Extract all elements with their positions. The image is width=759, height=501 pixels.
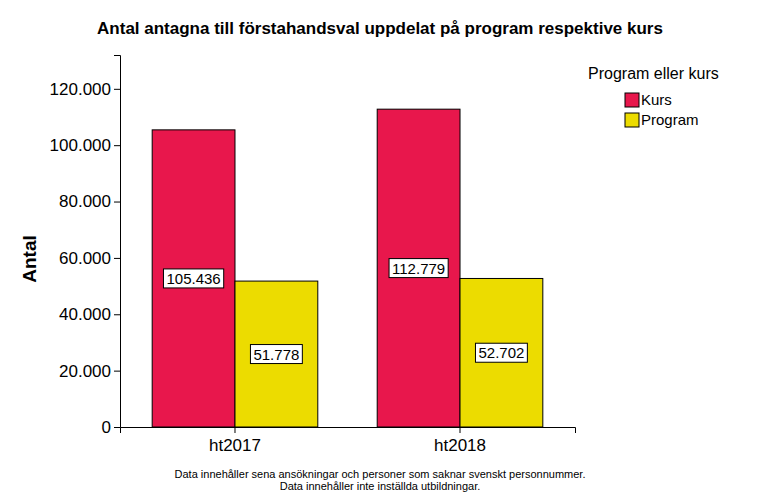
bar [377,109,460,427]
chart: Antal antagna till förstahandsval uppdel… [0,0,759,501]
y-tick-label: 0 [102,418,111,437]
y-tick-label: 20.000 [59,362,111,381]
data-label: 51.778 [250,345,302,364]
y-tick-mark [114,145,120,146]
data-label: 52.702 [475,343,527,362]
bars [152,109,543,427]
x-tick: ht2018 [434,427,486,455]
data-label-text: 52.702 [478,344,524,361]
x-tick: ht2017 [209,427,261,455]
y-axis-line [114,56,121,428]
y-tick-mark [114,427,120,428]
data-label-text: 105.436 [166,270,220,287]
data-label-text: 112.779 [392,260,445,277]
legend-swatch [625,93,639,107]
bar [235,281,318,427]
y-tick-label: 120.000 [50,80,111,99]
legend: Program eller kurs Kurs Program [588,65,719,128]
legend-label: Program [641,111,699,128]
y-tick-label: 40.000 [59,305,111,324]
y-tick-mark [114,371,120,372]
bar [152,130,235,427]
y-tick-mark [114,202,120,203]
x-tick-mark [234,427,235,433]
data-label-box [475,343,527,362]
footnote: Data innehåller sena ansökningar och per… [175,468,586,480]
data-label-text: 51.778 [253,346,299,363]
y-tick-mark [114,314,120,315]
footnote: Data innehåller inte inställda utbildnin… [280,480,481,492]
y-tick: 120.000 [50,80,120,99]
x-tick-mark [460,427,461,433]
legend-label: Kurs [641,91,672,108]
y-tick-mark [114,89,120,90]
y-tick-label: 60.000 [59,249,111,268]
y-axis: 0 20.000 40.000 60.000 80.000 100.000 120.000 [50,56,121,437]
y-tick-label: 100.000 [50,136,111,155]
x-tick-label: ht2018 [434,436,486,455]
title: Antal antagna till förstahandsval uppdel… [97,19,663,38]
x-axis-line [121,428,576,434]
y-tick-mark [114,258,120,259]
data-label-box [250,345,302,364]
y-tick-label: 80.000 [59,192,111,211]
x-tick-label: ht2017 [209,436,261,455]
data-labels: 105.436 112.779 51.778 52.702 [163,259,527,364]
legend-swatch [625,113,639,127]
y-tick: 20.000 [59,362,120,381]
data-label: 112.779 [389,259,448,278]
y-axis-title: Antal [19,235,40,283]
data-label-box [163,269,223,288]
x-axis: ht2017 ht2018 [121,427,576,455]
bar [460,278,543,427]
legend-title: Program eller kurs [588,65,719,82]
y-tick: 100.000 [50,136,120,155]
y-tick: 0 [102,418,120,437]
data-label: 105.436 [163,269,223,288]
y-tick: 60.000 [59,249,120,268]
y-tick: 80.000 [59,192,120,211]
data-label-box [389,259,448,278]
y-tick: 40.000 [59,305,120,324]
